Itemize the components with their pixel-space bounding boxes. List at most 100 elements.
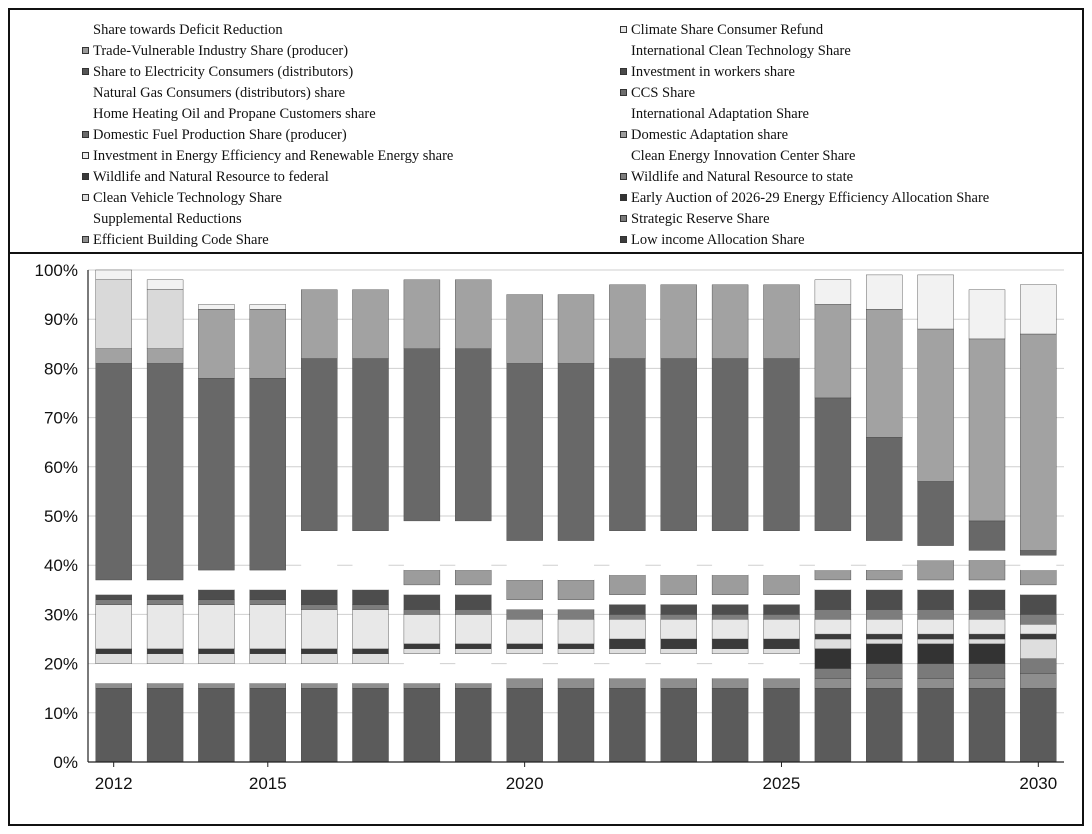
bar-segment — [917, 688, 954, 763]
bar-segment — [660, 284, 697, 359]
bar-segment — [1020, 594, 1057, 615]
bar-segment — [557, 688, 595, 763]
bar-segment — [917, 638, 954, 645]
bar-segment — [301, 683, 338, 689]
legend-label: Strategic Reserve Share — [631, 211, 770, 227]
bar-segment — [455, 688, 492, 763]
bar-segment — [146, 683, 184, 689]
bar-segment — [866, 678, 903, 689]
bar-segment — [866, 540, 903, 571]
legend-swatch — [82, 131, 89, 138]
bar-segment — [506, 648, 543, 654]
bar-segment — [558, 540, 594, 580]
bar-segment — [455, 594, 492, 610]
bar-segment — [146, 289, 184, 349]
bar-segment — [711, 619, 749, 640]
bar-segment — [866, 633, 903, 640]
bar-segment — [814, 619, 852, 635]
bar-segment — [301, 604, 338, 610]
bar-segment — [814, 688, 852, 763]
bar-segment — [506, 609, 543, 620]
legend-swatch — [620, 47, 627, 54]
bar-segment — [660, 678, 697, 689]
bar-segment — [1020, 614, 1057, 625]
bar-segment — [866, 309, 903, 438]
bar-segment — [1020, 284, 1057, 335]
legend-label: Trade-Vulnerable Industry Share (produce… — [93, 43, 349, 59]
legend-label: Share to Electricity Consumers (distribu… — [93, 64, 354, 80]
bar-segment — [198, 304, 235, 310]
bar-segment — [557, 643, 595, 649]
x-tick-label: 2012 — [95, 774, 133, 793]
bar-segment — [814, 569, 852, 581]
bar-segment — [917, 678, 954, 689]
bar-segment — [506, 653, 543, 679]
bar-segment — [403, 569, 441, 586]
bar-segment — [917, 663, 954, 679]
bar-segment — [455, 569, 492, 586]
legend-label: Domestic Fuel Production Share (producer… — [93, 127, 347, 143]
legend-label: Clean Energy Innovation Center Share — [631, 148, 856, 164]
bar-segment — [609, 594, 646, 605]
bar-segment — [763, 678, 800, 689]
bar-segment — [609, 358, 646, 531]
bar-segment — [609, 648, 646, 654]
bar-segment — [146, 279, 184, 290]
bar-segment — [814, 397, 852, 531]
bar-segment — [301, 663, 338, 684]
bar-segment — [558, 653, 594, 679]
bar-segment — [968, 589, 1006, 610]
bar-segment — [95, 599, 132, 605]
bar-segment — [146, 363, 184, 581]
legend-swatch — [620, 110, 627, 117]
bar-segment — [403, 683, 441, 689]
legend-label: Low income Allocation Share — [631, 232, 805, 248]
bar-segment — [969, 580, 1005, 590]
bar-segment — [609, 688, 646, 763]
legend-swatch — [82, 68, 89, 75]
y-tick-label: 30% — [44, 605, 78, 624]
bar-segment — [1020, 569, 1057, 586]
bar-segment — [814, 668, 852, 679]
bar-segment — [1020, 555, 1057, 571]
bar-segment — [968, 688, 1006, 763]
bar-segment — [198, 648, 235, 654]
bar-segment — [1020, 638, 1057, 659]
legend-label: Wildlife and Natural Resource to federal — [93, 169, 329, 185]
bar-segment — [95, 663, 132, 684]
bar-segment — [660, 688, 697, 763]
bar-segment — [506, 688, 543, 763]
bar-segment — [198, 589, 235, 600]
bar-segment — [711, 284, 749, 359]
bar-segment — [609, 574, 646, 595]
bar-segment — [95, 648, 132, 654]
bar-segment — [763, 614, 800, 620]
legend-item: Supplemental Reductions — [82, 209, 242, 229]
bar-segment — [917, 619, 954, 635]
bar-segment — [352, 683, 389, 689]
legend-label: Natural Gas Consumers (distributors) sha… — [93, 85, 346, 101]
bar-segment — [968, 609, 1006, 620]
bar-segment — [660, 530, 697, 576]
bar-segment — [866, 619, 903, 635]
bar-segment — [146, 599, 184, 605]
legend-label: CCS Share — [631, 85, 696, 101]
bar-segment — [249, 653, 287, 664]
bar-segment — [95, 269, 132, 281]
bar-segment — [403, 648, 441, 654]
bar-segment — [1020, 550, 1057, 556]
bar-segment — [609, 530, 646, 576]
bar-segment — [249, 580, 286, 590]
legend-item: Wildlife and Natural Resource to federal — [82, 167, 329, 187]
y-tick-label: 80% — [44, 359, 78, 378]
bar-segment — [455, 609, 492, 615]
legend-item: Investment in workers share — [620, 62, 795, 82]
bar-segment — [968, 638, 1006, 645]
legend-swatch — [620, 89, 627, 96]
bar-segment — [506, 294, 543, 364]
bar-segment — [1020, 333, 1057, 551]
bar-segment — [455, 643, 492, 649]
bar-segment — [866, 569, 903, 581]
legend-label: Home Heating Oil and Propane Customers s… — [93, 106, 376, 122]
bar-segment — [352, 604, 389, 610]
